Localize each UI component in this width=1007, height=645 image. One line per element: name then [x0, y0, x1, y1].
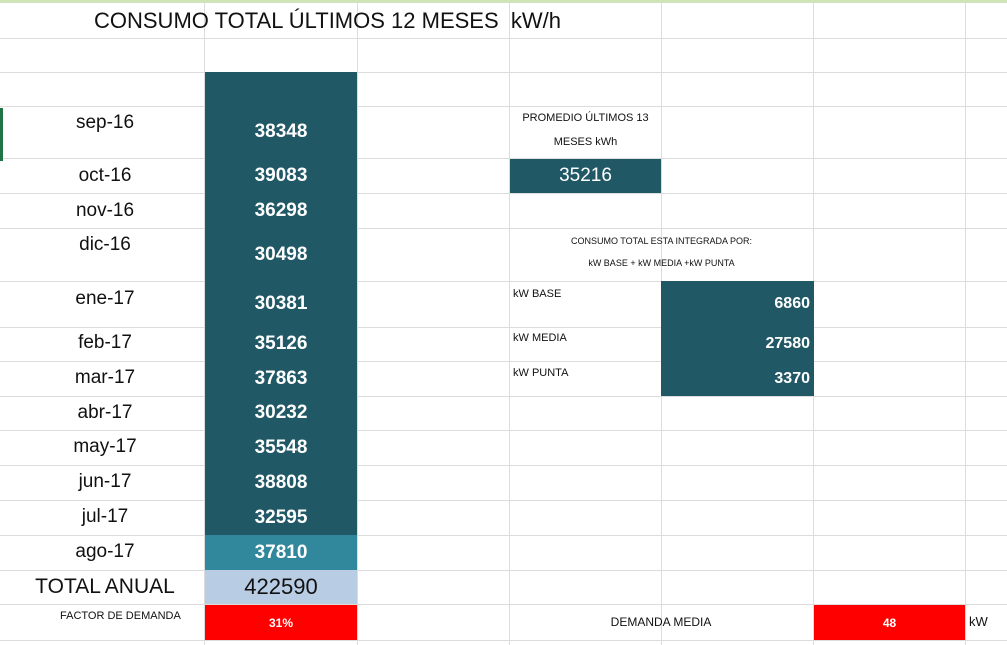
grid-row-line	[0, 465, 1007, 466]
grid-row-line	[0, 535, 1007, 536]
value-cell[interactable]: 38808	[205, 465, 357, 500]
grid-row-line	[0, 38, 1007, 39]
cell-selection-indicator	[0, 108, 3, 161]
month-label[interactable]: mar-17	[74, 367, 136, 388]
promedio-label-line1[interactable]: PROMEDIO ÚLTIMOS 13	[522, 112, 649, 124]
value-cell[interactable]: 36298	[205, 193, 357, 228]
kw-punta-value[interactable]: 3370	[661, 361, 814, 396]
total-label[interactable]: TOTAL ANUAL	[35, 575, 175, 598]
sheet-top-border	[0, 0, 1007, 3]
grid-col-line	[509, 3, 510, 645]
month-label[interactable]: jul-17	[81, 506, 129, 527]
sheet-title[interactable]: CONSUMO TOTAL ÚLTIMOS 12 MESES kW/h	[94, 8, 561, 33]
promedio-label-line2[interactable]: MESES kWh	[553, 136, 618, 148]
kw-media-value[interactable]: 27580	[661, 327, 814, 361]
grid-row-line	[0, 570, 1007, 571]
grid-row-line	[0, 158, 1007, 159]
month-label[interactable]: ene-17	[75, 288, 135, 309]
month-label[interactable]: jun-17	[78, 471, 132, 492]
grid-row-line	[0, 361, 1007, 362]
month-label[interactable]: dic-16	[79, 234, 131, 255]
value-cell[interactable]: 30498	[205, 228, 357, 281]
month-label[interactable]: abr-17	[77, 402, 133, 423]
value-cell-empty[interactable]	[205, 72, 357, 106]
value-cell[interactable]: 35548	[205, 430, 357, 465]
grid-row-line	[0, 327, 1007, 328]
factor-demanda-value[interactable]: 31%	[205, 605, 357, 640]
value-cell[interactable]: 30381	[205, 281, 357, 327]
value-cell[interactable]: 30232	[205, 396, 357, 430]
month-label[interactable]: sep-16	[75, 112, 135, 133]
demanda-media-unit[interactable]: kW	[969, 614, 988, 629]
month-label[interactable]: nov-16	[75, 200, 135, 221]
month-label[interactable]: may-17	[73, 436, 137, 457]
grid-row-line	[0, 430, 1007, 431]
demanda-media-label[interactable]: DEMANDA MEDIA	[610, 615, 712, 629]
value-cell[interactable]: 39083	[205, 158, 357, 193]
month-label[interactable]: oct-16	[78, 165, 132, 186]
grid-row-line	[0, 281, 1007, 282]
grid-col-line	[204, 3, 205, 645]
month-label[interactable]: ago-17	[75, 541, 135, 562]
total-value-cell[interactable]: 422590	[205, 570, 357, 604]
grid-row-line	[0, 500, 1007, 501]
kw-base-label[interactable]: kW BASE	[513, 288, 562, 300]
value-cell-highlight[interactable]: 37810	[205, 535, 357, 570]
grid-row-line	[0, 193, 1007, 194]
kw-media-label[interactable]: kW MEDIA	[513, 332, 567, 344]
value-cell[interactable]: 35126	[205, 327, 357, 361]
grid-row-line	[0, 604, 1007, 605]
value-cell[interactable]: 38348	[205, 106, 357, 158]
demanda-media-value[interactable]: 48	[814, 605, 965, 640]
value-cell[interactable]: 37863	[205, 361, 357, 396]
integrada-text-line1[interactable]: CONSUMO TOTAL ESTA INTEGRADA POR:	[570, 236, 753, 246]
integrada-text-line2[interactable]: kW BASE + kW MEDIA +kW PUNTA	[588, 258, 735, 268]
grid-row-line	[0, 228, 1007, 229]
grid-col-line	[357, 3, 358, 645]
value-cell[interactable]: 32595	[205, 500, 357, 535]
grid-row-line	[0, 72, 1007, 73]
promedio-value[interactable]: 35216	[510, 159, 661, 193]
grid-row-line	[0, 106, 1007, 107]
factor-demanda-label[interactable]: FACTOR DE DEMANDA	[60, 610, 181, 622]
month-label[interactable]: feb-17	[78, 332, 132, 353]
grid-col-line	[965, 3, 966, 645]
grid-row-line	[0, 640, 1007, 641]
kw-base-value[interactable]: 6860	[661, 281, 814, 327]
kw-punta-label[interactable]: kW PUNTA	[513, 367, 569, 379]
grid-row-line	[0, 396, 1007, 397]
